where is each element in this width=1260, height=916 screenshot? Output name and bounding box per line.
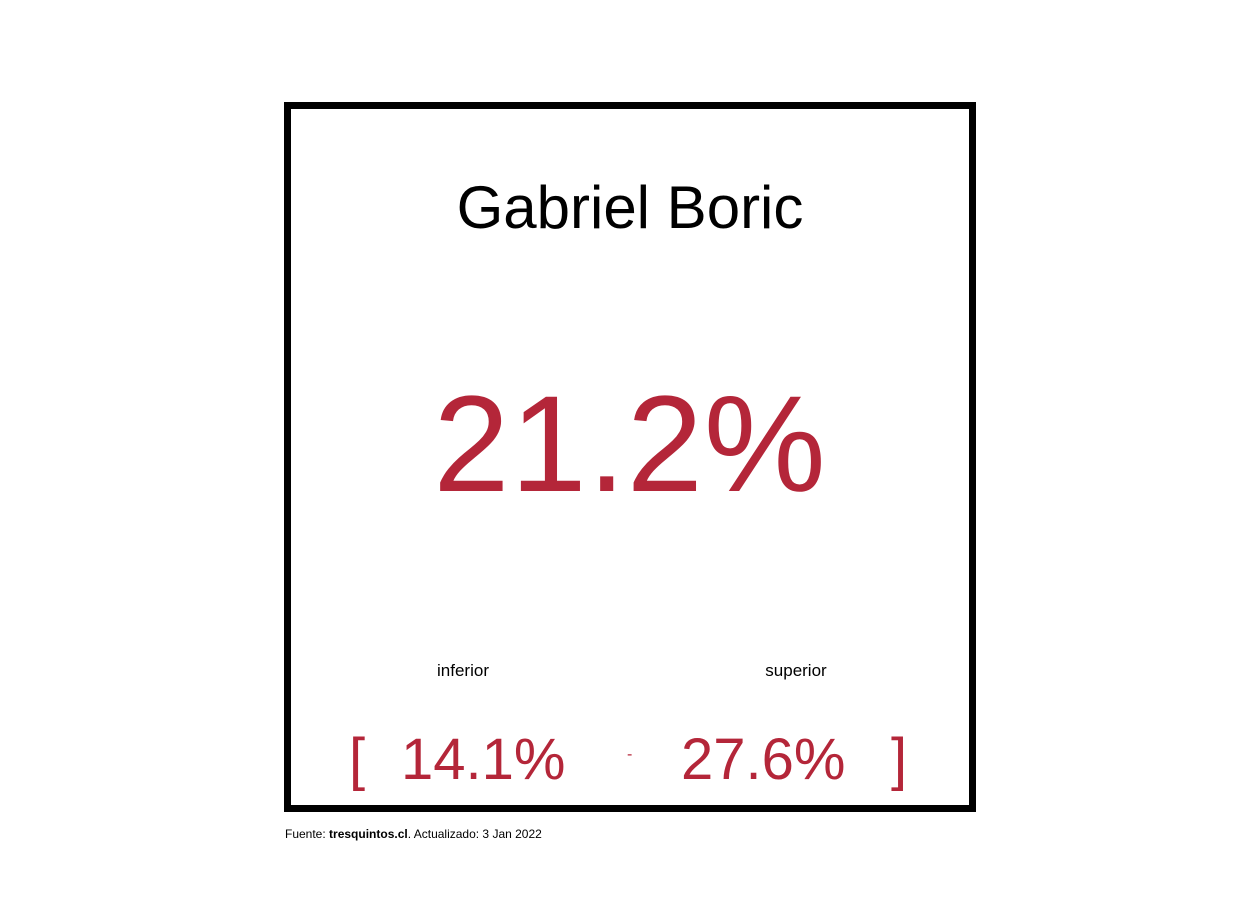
estimate-value: 21.2% <box>433 368 827 521</box>
estimate-card: Gabriel Boric 21.2% inferior superior [ … <box>284 102 976 812</box>
upper-bound-value: 27.6% <box>681 727 846 792</box>
upper-bound-label: superior <box>765 661 827 680</box>
source-footer: Fuente: tresquintos.cl. Actualizado: 3 J… <box>285 827 542 841</box>
interval-close-bracket: ] <box>891 727 908 792</box>
footer-prefix: Fuente: <box>285 827 330 841</box>
interval-separator: - <box>627 746 633 763</box>
interval-open-bracket: [ <box>349 727 366 792</box>
footer-source: tresquintos.cl <box>329 827 408 841</box>
footer-updated: . Actualizado: 3 Jan 2022 <box>407 827 542 841</box>
lower-bound-value: 14.1% <box>401 727 566 792</box>
lower-bound-label: inferior <box>437 661 489 680</box>
candidate-name: Gabriel Boric <box>456 174 804 241</box>
